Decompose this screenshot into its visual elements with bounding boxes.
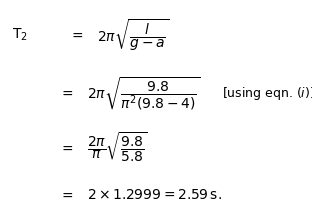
Text: $\dfrac{2\pi}{\pi}\sqrt{\dfrac{9.8}{5.8}}$: $\dfrac{2\pi}{\pi}\sqrt{\dfrac{9.8}{5.8}… — [87, 131, 148, 164]
Text: $=$: $=$ — [59, 86, 74, 100]
Text: $2\pi\sqrt{\dfrac{l}{g-a}}$: $2\pi\sqrt{\dfrac{l}{g-a}}$ — [97, 17, 169, 53]
Text: $=$: $=$ — [59, 188, 74, 202]
Text: $2 \times 1.2999 = 2.59\,\mathrm{s.}$: $2 \times 1.2999 = 2.59\,\mathrm{s.}$ — [87, 188, 222, 202]
Text: $2\pi\sqrt{\dfrac{9.8}{\pi^2(9.8-4)}}$: $2\pi\sqrt{\dfrac{9.8}{\pi^2(9.8-4)}}$ — [87, 75, 201, 112]
Text: $=$: $=$ — [59, 141, 74, 155]
Text: $\mathrm{T}_2$: $\mathrm{T}_2$ — [12, 26, 28, 43]
Text: [using eqn. $(i)$]: [using eqn. $(i)$] — [222, 85, 312, 102]
Text: $=$: $=$ — [69, 28, 84, 42]
